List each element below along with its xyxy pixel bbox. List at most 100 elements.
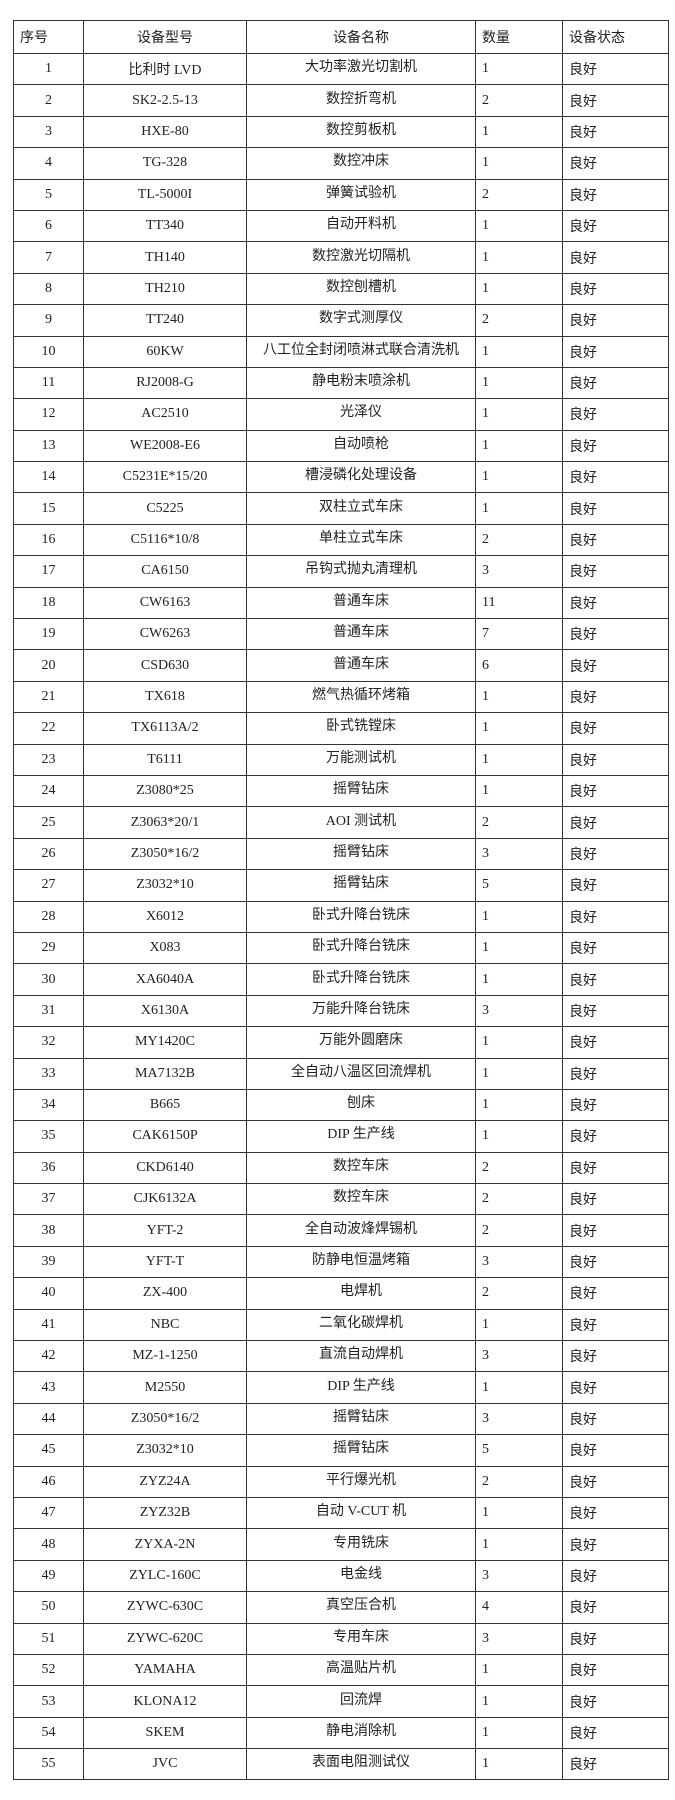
cell-model-text: KLONA12 xyxy=(133,1693,197,1709)
cell-seq: 36 xyxy=(13,1151,84,1185)
cell-name: 卧式铣镗床 xyxy=(246,712,476,745)
cell-model-text: JVC xyxy=(152,1756,178,1772)
cell-model-text: Z3050*16/2 xyxy=(130,1410,200,1426)
cell-model: TH140 xyxy=(83,241,247,274)
cell-model-text: RJ2008-G xyxy=(136,375,194,391)
cell-quantity-text: 2 xyxy=(482,1285,489,1301)
table-row: 12 AC2510 光泽仪 1 良好 xyxy=(13,398,669,431)
cell-model-text: CKD6140 xyxy=(136,1159,194,1175)
cell-name: 直流自动焊机 xyxy=(246,1340,476,1373)
cell-name: 光泽仪 xyxy=(246,398,476,431)
cell-seq: 54 xyxy=(13,1716,84,1750)
table-body: 1 比利时 LVD 大功率激光切割机 1 良好 2 SK2-2.5-13 数控折弯机 2 良好 3 H… xyxy=(13,52,669,1781)
cell-name-text: 单柱立式车床 xyxy=(319,531,403,547)
cell-seq-text: 48 xyxy=(41,1536,56,1552)
cell-seq: 18 xyxy=(13,586,84,620)
cell-seq-text: 10 xyxy=(41,343,56,359)
cell-seq: 55 xyxy=(13,1748,84,1781)
table-row: 4 TG-328 数控冲床 1 良好 xyxy=(13,147,669,180)
cell-seq-text: 7 xyxy=(45,249,52,265)
cell-seq: 33 xyxy=(13,1057,84,1090)
cell-model: CA6150 xyxy=(83,555,247,588)
cell-model: TX618 xyxy=(83,680,247,714)
cell-name-text: 双柱立式车床 xyxy=(319,499,403,515)
cell-seq: 10 xyxy=(13,335,84,368)
table-row: 45 Z3032*10 摇臂钻床 5 良好 xyxy=(13,1434,669,1467)
cell-model-text: X6130A xyxy=(140,1002,190,1018)
cell-model: Z3063*20/1 xyxy=(83,806,247,839)
cell-seq: 14 xyxy=(13,461,84,494)
cell-quantity-text: 5 xyxy=(482,877,489,893)
cell-name-text: 平行爆光机 xyxy=(326,1472,396,1488)
cell-name: 双柱立式车床 xyxy=(246,492,476,525)
cell-quantity-text: 1 xyxy=(482,1316,489,1332)
cell-model: Z3080*25 xyxy=(83,774,247,808)
cell-seq-text: 51 xyxy=(41,1630,56,1646)
cell-quantity: 2 xyxy=(475,304,563,337)
table-row: 37 CJK6132A 数控车床 2 良好 xyxy=(13,1183,669,1216)
cell-model: Z3050*16/2 xyxy=(83,837,247,871)
cell-seq: 53 xyxy=(13,1685,84,1718)
cell-name-text: 真空压合机 xyxy=(326,1598,396,1614)
cell-name: 数控折弯机 xyxy=(246,84,476,117)
cell-quantity-text: 3 xyxy=(482,845,489,861)
cell-status: 良好 xyxy=(562,1748,669,1781)
cell-quantity-text: 3 xyxy=(482,1630,489,1646)
cell-name-text: 摇臂钻床 xyxy=(333,1441,389,1457)
cell-seq-text: 16 xyxy=(41,532,56,548)
cell-name-text: AOI 测试机 xyxy=(325,813,397,829)
cell-seq-text: 43 xyxy=(41,1379,56,1395)
cell-seq-text: 15 xyxy=(41,500,56,516)
cell-name: 自动喷枪 xyxy=(246,429,476,463)
cell-seq-text: 47 xyxy=(41,1505,56,1521)
cell-status: 良好 xyxy=(562,1653,669,1687)
cell-model-text: YFT-2 xyxy=(146,1222,184,1238)
cell-model: M2550 xyxy=(83,1371,247,1404)
cell-name-text: 数控刨槽机 xyxy=(326,279,396,295)
cell-quantity-text: 7 xyxy=(482,626,489,642)
cell-quantity-text: 1 xyxy=(482,1065,489,1081)
cell-seq-text: 25 xyxy=(41,814,56,830)
cell-status-text: 良好 xyxy=(569,691,597,706)
cell-model: CAK6150P xyxy=(83,1120,247,1153)
cell-name: 大功率激光切割机 xyxy=(246,52,476,86)
cell-name: 自动开料机 xyxy=(246,209,476,243)
cell-model: Z3032*10 xyxy=(83,1434,247,1467)
cell-model: JVC xyxy=(83,1748,247,1781)
cell-name: 燃气热循环烤箱 xyxy=(246,680,476,714)
cell-status-text: 良好 xyxy=(569,973,597,989)
cell-seq-text: 30 xyxy=(41,971,56,987)
table-row: 46 ZYZ24A 平行爆光机 2 良好 xyxy=(13,1465,669,1498)
cell-status-text: 良好 xyxy=(569,1569,597,1585)
cell-seq: 16 xyxy=(13,523,84,557)
cell-model: WE2008-E6 xyxy=(83,429,247,463)
cell-seq-text: 37 xyxy=(41,1191,56,1207)
cell-quantity: 1 xyxy=(475,1026,563,1059)
cell-status-text: 良好 xyxy=(569,910,597,926)
cell-name-text: 卧式铣镗床 xyxy=(326,719,396,735)
cell-model: ZYXA-2N xyxy=(83,1528,247,1561)
cell-name-text: 数控车床 xyxy=(333,1190,389,1206)
header-seq: 序号 xyxy=(13,20,84,54)
table-row: 34 B665 刨床 1 良好 xyxy=(13,1088,669,1122)
cell-model: RJ2008-G xyxy=(83,366,247,400)
cell-name: 卧式升降台铣床 xyxy=(246,900,476,933)
cell-name-text: 电焊机 xyxy=(340,1284,382,1300)
cell-status: 良好 xyxy=(562,1120,669,1153)
table-row: 15 C5225 双柱立式车床 1 良好 xyxy=(13,492,669,525)
cell-status-text: 良好 xyxy=(569,1193,597,1209)
cell-name: 摇臂钻床 xyxy=(246,774,476,808)
cell-status-text: 良好 xyxy=(569,1224,597,1240)
cell-name-text: 吊钩式抛丸清理机 xyxy=(305,562,417,578)
cell-name-text: 数控车床 xyxy=(333,1158,389,1174)
cell-quantity-text: 1 xyxy=(482,1536,489,1552)
cell-status: 良好 xyxy=(562,209,669,243)
cell-quantity: 3 xyxy=(475,555,563,588)
cell-seq: 27 xyxy=(13,869,84,902)
cell-seq: 38 xyxy=(13,1214,84,1247)
cell-name: 吊钩式抛丸清理机 xyxy=(246,555,476,588)
cell-quantity-text: 1 xyxy=(482,1034,489,1050)
cell-status-text: 良好 xyxy=(569,314,597,330)
cell-name: 数字式测厚仪 xyxy=(246,304,476,337)
cell-seq: 45 xyxy=(13,1434,84,1467)
